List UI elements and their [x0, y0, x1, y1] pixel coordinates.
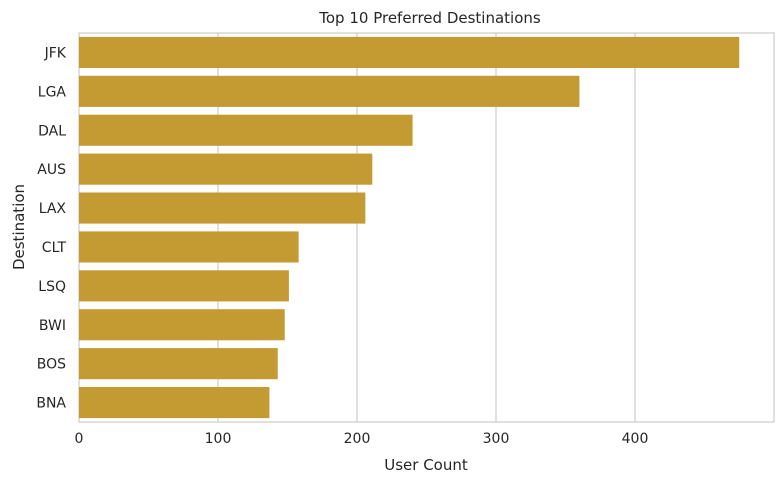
bar-bwi — [79, 309, 285, 341]
bar-lax — [79, 192, 366, 224]
bar-clt — [79, 231, 299, 263]
y-tick-label: BNA — [36, 396, 66, 412]
y-tick-label: BWI — [39, 318, 66, 334]
y-tick-label: CLT — [42, 240, 67, 256]
y-tick-label: BOS — [37, 357, 66, 373]
bar-aus — [79, 153, 373, 185]
bar-jfk — [79, 36, 740, 69]
y-tick-label: LGA — [38, 84, 67, 100]
y-axis-label: Destination — [10, 184, 28, 270]
x-tick-label: 300 — [483, 431, 510, 447]
x-tick-label: 0 — [75, 431, 84, 447]
y-tick-label: DAL — [38, 123, 66, 139]
chart-title: Top 10 Preferred Destinations — [318, 9, 541, 27]
bars — [79, 36, 740, 419]
plot-frame — [78, 32, 775, 423]
bar-dal — [79, 114, 413, 146]
x-tick-labels: 0 100 200 300 400 — [75, 431, 649, 447]
bar-lga — [79, 75, 580, 107]
y-tick-label: LAX — [39, 201, 67, 217]
x-tick-label: 100 — [205, 431, 232, 447]
x-tick-label: 400 — [622, 431, 649, 447]
y-tick-label: LSQ — [38, 279, 66, 295]
bar-bna — [79, 386, 270, 419]
bar-lsq — [79, 270, 289, 302]
y-tick-labels: JFK LGA DAL AUS LAX CLT LSQ BWI BOS BNA — [36, 45, 66, 411]
x-axis-label: User Count — [384, 456, 468, 474]
y-tick-label: JFK — [44, 45, 67, 61]
y-tick-label: AUS — [37, 162, 66, 178]
x-tick-label: 200 — [344, 431, 371, 447]
bar-bos — [79, 348, 278, 380]
